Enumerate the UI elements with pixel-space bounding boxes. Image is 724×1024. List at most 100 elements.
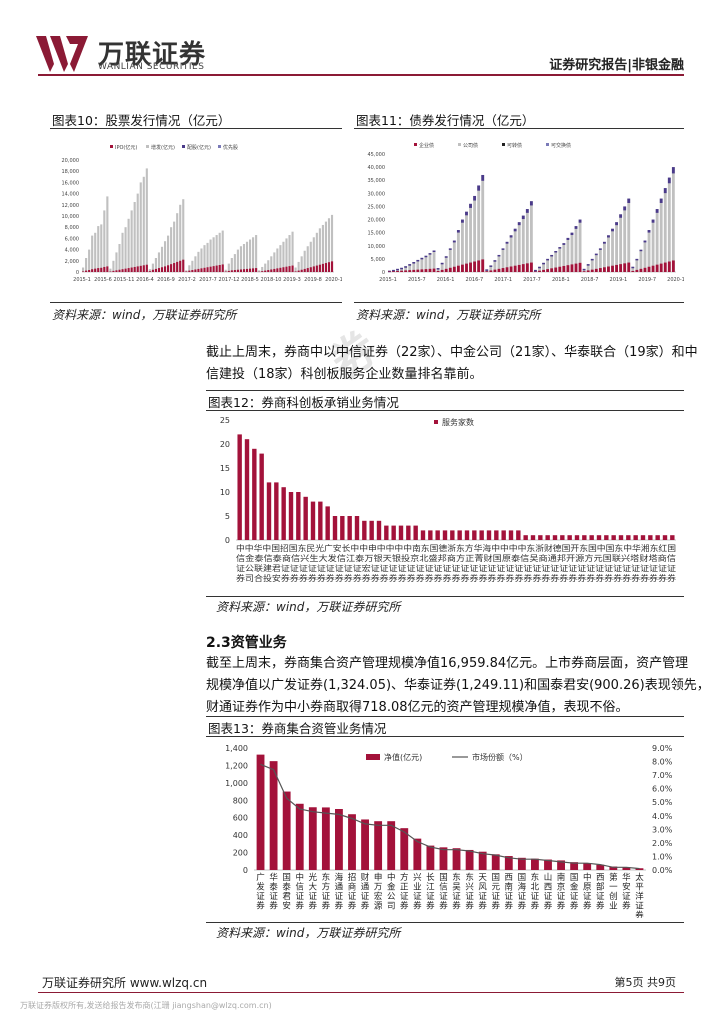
fig10-bar-total <box>100 224 103 272</box>
fig11-bar-total <box>615 222 618 272</box>
fig13-bar <box>439 847 448 870</box>
fig10-bar-total <box>88 249 91 272</box>
fig10-bar-ipo <box>215 265 218 272</box>
fig11-bar-total <box>590 258 594 272</box>
fig13-xtick-char: 证 <box>256 892 265 902</box>
fig11-bar-top <box>558 247 562 249</box>
fig12-bar <box>523 535 528 540</box>
fig10-bar-total <box>154 258 157 272</box>
fig12-bar <box>435 530 440 540</box>
fig11-bar-main <box>497 268 501 272</box>
fig11-bottom-rule <box>354 302 684 303</box>
fig10-legend-swatch <box>218 145 221 148</box>
fig11-bar-total <box>529 201 533 272</box>
fig13-xtick-char: 证 <box>295 892 304 902</box>
fig11-bar-total <box>469 203 472 272</box>
fig10-bar-ipo <box>97 268 100 272</box>
fig11-bar-total <box>671 167 675 272</box>
fig11-xtick: 2015-7 <box>408 277 426 283</box>
fig10-ytick: 0 <box>76 270 79 276</box>
fig11-bar-main <box>416 269 420 272</box>
fig11-xtick: 2018-1 <box>552 277 570 283</box>
fig11-bar-total <box>432 250 436 272</box>
fig11-bar-main <box>485 271 489 272</box>
fig11-bar-total <box>525 209 529 272</box>
fig11-bar-main <box>619 264 623 272</box>
fig13-xtick-char: 一 <box>609 883 618 893</box>
fig11-bar-top <box>611 228 614 232</box>
fig13-ytick-right: 9.0% <box>652 744 673 753</box>
fig10-bar-ipo <box>179 260 182 272</box>
fig12-bar <box>442 530 448 540</box>
fig10-bar-total <box>94 232 97 272</box>
fig10-bar-total <box>109 268 112 272</box>
fig13-xtick-char: 东 <box>531 872 540 883</box>
fig11-bar-total <box>448 248 452 272</box>
fig13-xtick-char: 兴 <box>413 873 422 883</box>
fig10-bar-ipo <box>145 264 148 272</box>
fig13-xtick-char: 证 <box>491 892 500 902</box>
fig11-bar-total <box>558 247 562 272</box>
fig13-xtick-char: 申 <box>374 872 383 883</box>
fig11-bar-main <box>432 268 436 272</box>
fig11-bar-main <box>558 266 562 272</box>
fig11-bar-top <box>538 266 541 269</box>
fig10-bar-total <box>224 269 227 272</box>
fig12-bar <box>655 535 660 540</box>
fig11-bar-top <box>388 270 391 273</box>
fig13-xtick-char: 券 <box>413 901 422 912</box>
fig11-bar-main <box>473 261 477 272</box>
fig11-bar-total <box>404 266 408 272</box>
fig10-bar-ipo <box>94 268 97 272</box>
fig13-source: 资料来源：wind，万联证券研究所 <box>216 926 401 940</box>
fig13-xtick-char: 券 <box>465 901 474 912</box>
fig11-bar-top <box>590 258 594 261</box>
fig12-bar <box>340 516 345 540</box>
fig11-bar-main <box>465 263 468 272</box>
fig13-xtick-char: 业 <box>609 901 618 912</box>
fig13-bar <box>308 807 317 870</box>
fig10-bar-ipo <box>115 270 118 272</box>
fig11-bar-top <box>513 228 517 232</box>
fig11-bar-total <box>546 258 550 272</box>
fig13-ytick-right: 1.0% <box>652 852 673 861</box>
fig11-bar-total <box>647 230 651 272</box>
fig13-xtick-char: 西 <box>505 873 514 883</box>
fig11-bar-total <box>521 215 525 272</box>
fig11-bar-main <box>521 264 525 272</box>
fig10-bar-total <box>261 266 264 272</box>
fig13-top-rule <box>206 716 684 717</box>
fig11-legend-label: 可交换债 <box>551 142 571 149</box>
fig10-bar-ipo <box>133 266 136 272</box>
fig12-xlabel-row: 中中华中国招国东民光广安长中中申中中中中南东国德浙东方华海中中中中东浙财德国开东… <box>236 543 676 553</box>
fig12-bar <box>648 535 653 540</box>
fig11-bar-total <box>631 266 635 272</box>
fig12-bar <box>530 535 536 540</box>
fig12-bar <box>281 487 286 540</box>
fig11-bar-main <box>440 269 444 272</box>
fig13-legend-label-bar: 净值(亿元) <box>384 752 422 762</box>
fig13-xtick-char: 金 <box>570 882 579 893</box>
fig11-bar-top <box>440 262 444 265</box>
fig13-bar <box>504 856 513 870</box>
fig10-bar-ipo <box>176 261 179 272</box>
fig13-xtick-char: 证 <box>400 892 409 902</box>
fig11-ytick: 40,000 <box>368 165 386 171</box>
fig13-xtick-char: 宏 <box>374 891 383 902</box>
fig11-bar-top <box>416 259 420 262</box>
fig12-ytick: 25 <box>220 416 230 425</box>
fig10-bar-total <box>264 263 267 272</box>
fig11-bar-top <box>505 241 509 244</box>
fig13-xtick-char: 发 <box>256 882 265 893</box>
fig11-bar-main <box>428 268 432 272</box>
fig10-bar-total <box>185 270 188 272</box>
fig10-bar-total <box>160 246 164 272</box>
fig10-bar-ipo <box>167 265 170 272</box>
fig11-bar-main <box>607 266 610 272</box>
fig10-bar-total <box>103 210 106 272</box>
fig13-legend-swatch-bar <box>366 754 380 760</box>
fig10-bar-total <box>218 232 221 272</box>
fig11-bar-top <box>546 258 550 261</box>
fig13-xtick-char: 券 <box>557 901 566 912</box>
para1-line2: 信建投（18家）科创板服务企业数量排名靠前。 <box>206 367 483 382</box>
